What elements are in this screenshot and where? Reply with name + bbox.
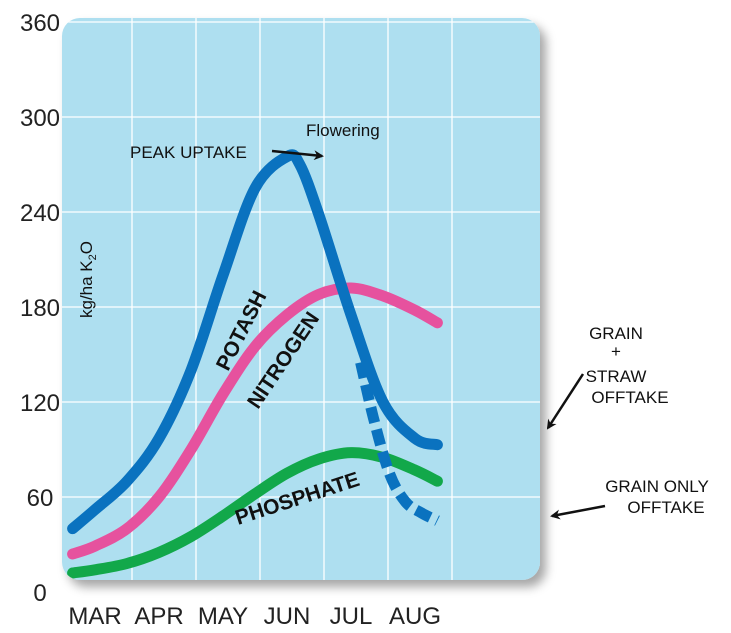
x-axis-ticks: MAR APR MAY JUN JUL AUG <box>68 603 441 630</box>
y-tick-label: 240 <box>20 200 60 227</box>
annotation-grain-only-line1: GRAIN ONLY <box>605 477 709 496</box>
x-tick-label: MAY <box>198 603 248 630</box>
annotation-grain-straw-line1: GRAIN <box>589 324 643 343</box>
peak-uptake-arrow <box>271 149 324 161</box>
y-axis-label-tail: O <box>77 241 96 254</box>
annotation-peak-uptake: PEAK UPTAKE <box>130 143 247 162</box>
y-axis-label: kg/ha K2O <box>77 241 99 318</box>
series-line-potash <box>67 149 443 535</box>
y-axis-label-main: kg/ha K <box>77 260 96 318</box>
grain-only-arrow <box>550 504 606 520</box>
y-tick-label: 360 <box>20 10 60 37</box>
x-tick-label: APR <box>134 603 183 630</box>
x-tick-label: JUN <box>264 603 311 630</box>
x-tick-label: AUG <box>389 603 441 630</box>
annotation-grain-straw-line3: STRAW <box>586 367 647 386</box>
series-line-nitrogen <box>67 282 443 560</box>
series-line-potash-grain-only <box>355 361 440 526</box>
annotation-grain-straw-line2: + <box>611 342 621 361</box>
annotation-flowering: Flowering <box>306 121 380 140</box>
y-tick-label: 120 <box>20 390 60 417</box>
y-tick-label: 0 <box>33 580 46 607</box>
y-tick-label: 180 <box>20 295 60 322</box>
y-tick-label: 300 <box>20 105 60 132</box>
y-tick-label: 60 <box>27 485 54 512</box>
series-lines <box>67 149 443 579</box>
annotation-grain-only-line2: OFFTAKE <box>627 498 704 517</box>
y-axis-label-subscript: 2 <box>87 254 99 260</box>
y-axis-ticks: 0 60 120 180 240 300 360 <box>20 10 60 607</box>
grain-straw-arrow <box>546 373 585 430</box>
grid <box>62 18 540 580</box>
annotation-grain-straw-line4: OFFTAKE <box>591 388 668 407</box>
x-tick-label: MAR <box>68 603 121 630</box>
x-tick-label: JUL <box>330 603 373 630</box>
